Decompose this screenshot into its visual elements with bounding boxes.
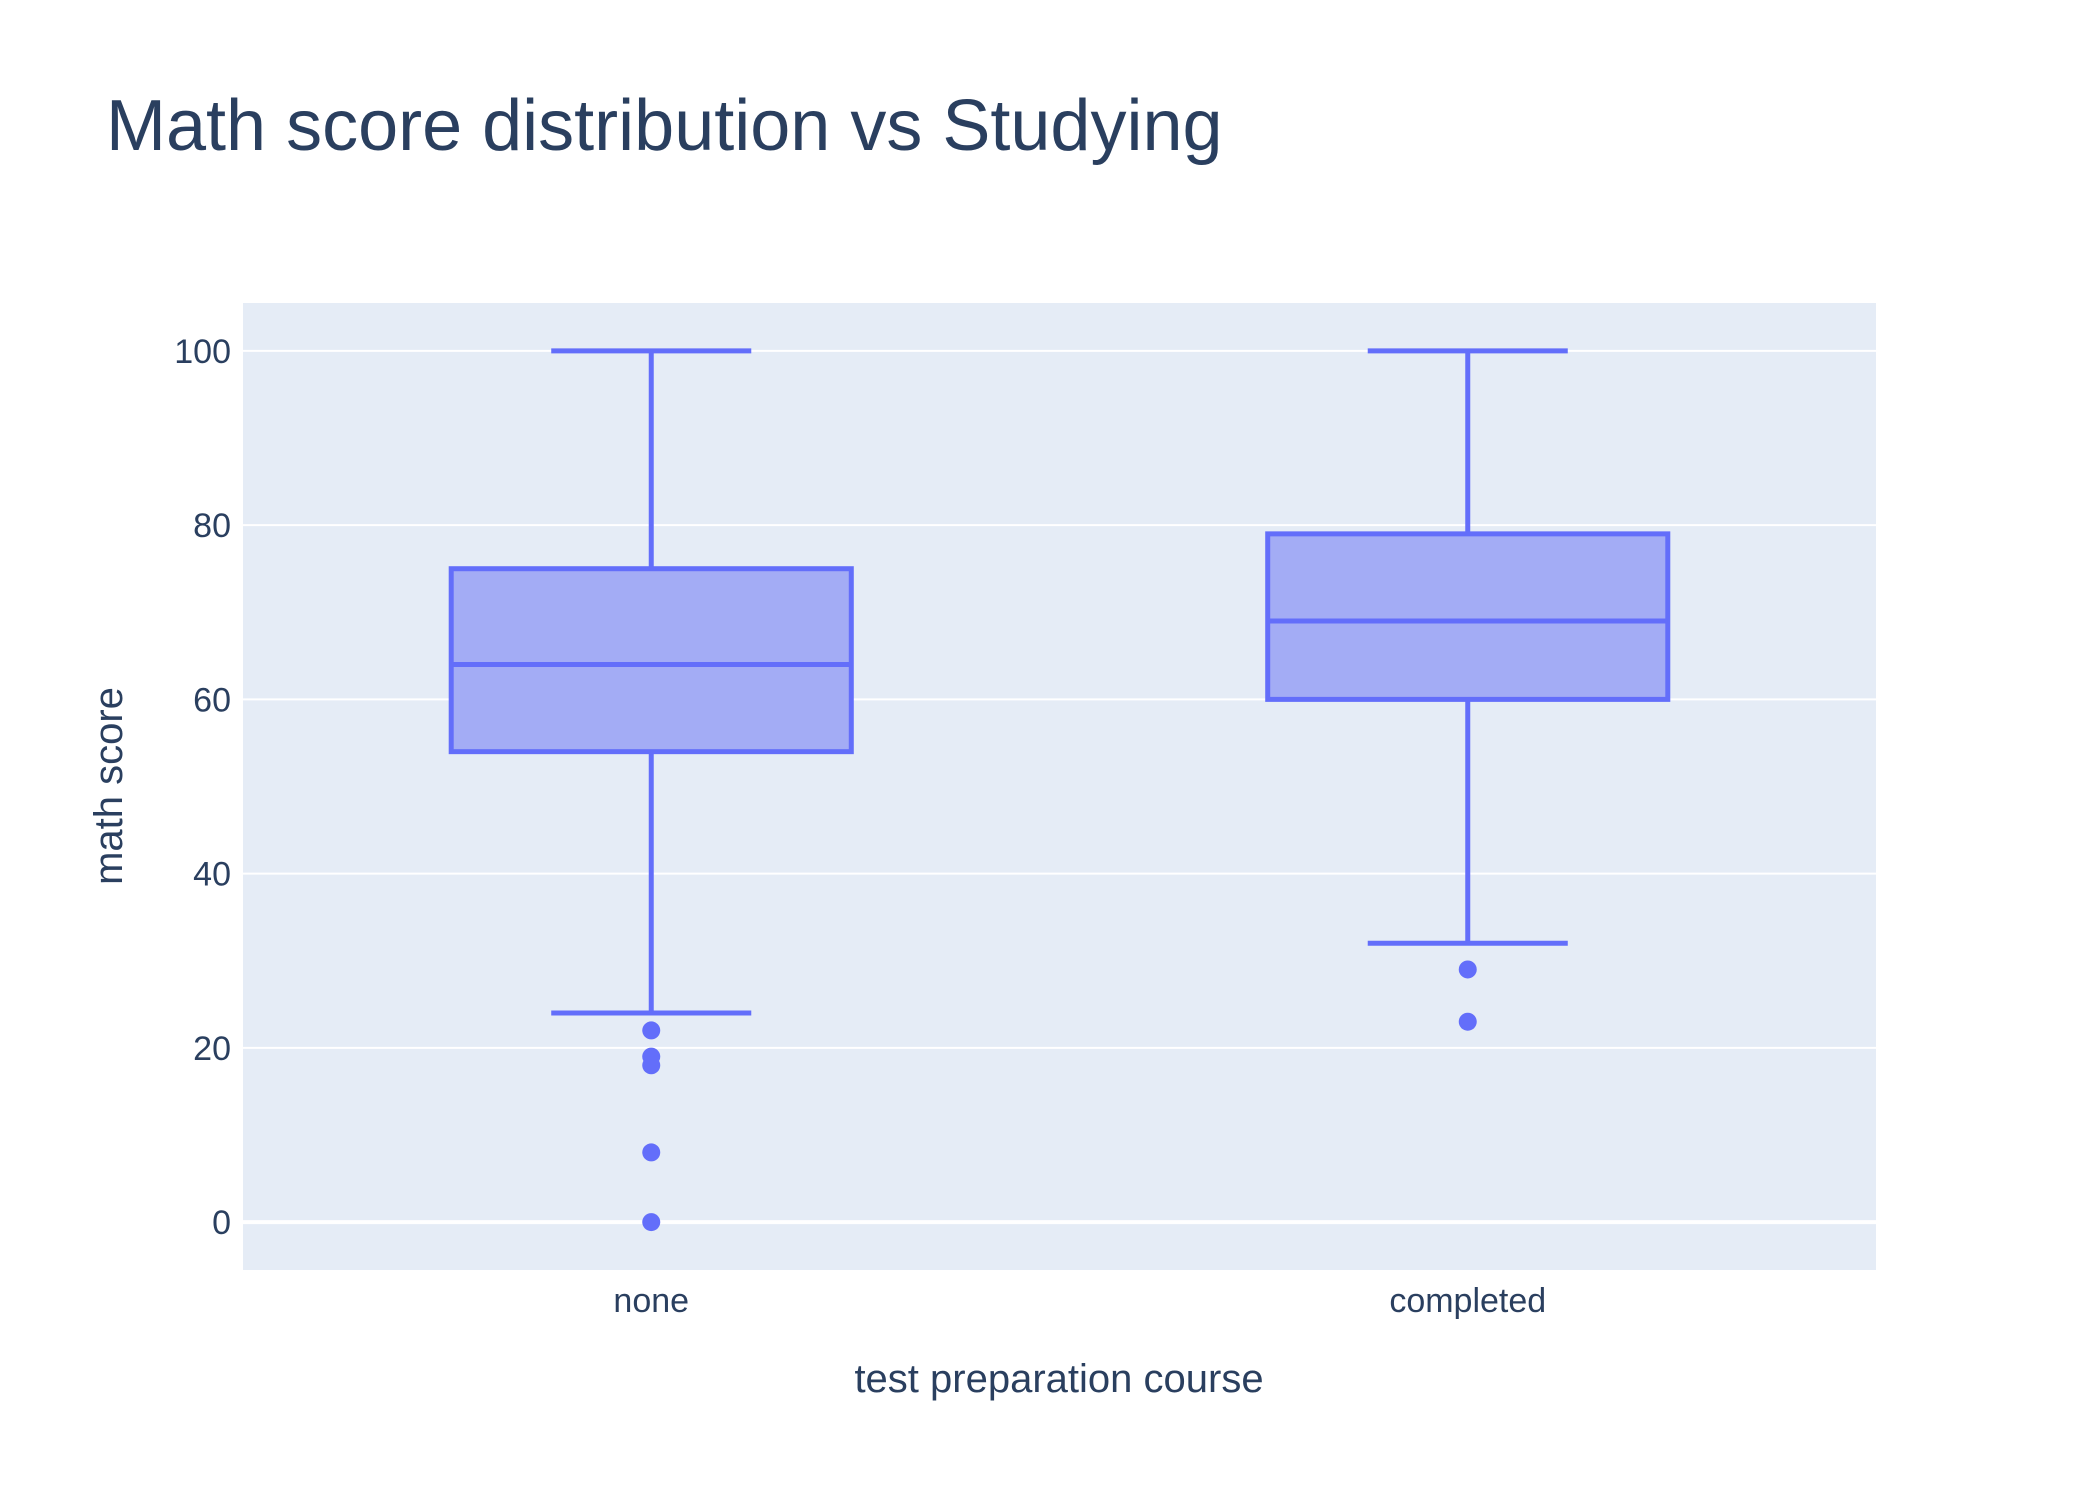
x-axis-title: test preparation course [854, 1357, 1263, 1401]
box-completed [1265, 348, 1671, 1031]
outlier-point [642, 1143, 661, 1162]
outlier-point [642, 1213, 661, 1232]
iqr-box [1265, 531, 1671, 702]
x-tick-label: completed [1389, 1282, 1546, 1320]
outlier-point [1458, 1012, 1477, 1031]
boxes [448, 348, 1671, 1232]
y-tick-label: 20 [193, 1030, 231, 1068]
y-tick-label: 80 [193, 507, 231, 545]
chart-title: Math score distribution vs Studying [106, 86, 1223, 166]
y-tick-label: 0 [212, 1204, 231, 1242]
outlier-point [642, 1056, 661, 1075]
plot-area [243, 303, 1876, 1270]
x-tick-label: none [613, 1282, 689, 1320]
y-axis-ticks: 0 20 40 60 80 100 [174, 333, 231, 1242]
outlier-point [642, 1021, 661, 1040]
box-none [448, 348, 854, 1232]
y-axis-title: math score [87, 687, 131, 885]
y-tick-label: 60 [193, 681, 231, 719]
x-axis-ticks: none completed [613, 1282, 1546, 1320]
iqr-box [448, 566, 854, 755]
y-tick-label: 40 [193, 856, 231, 894]
outlier-point [1458, 960, 1477, 979]
y-tick-label: 100 [174, 333, 231, 371]
